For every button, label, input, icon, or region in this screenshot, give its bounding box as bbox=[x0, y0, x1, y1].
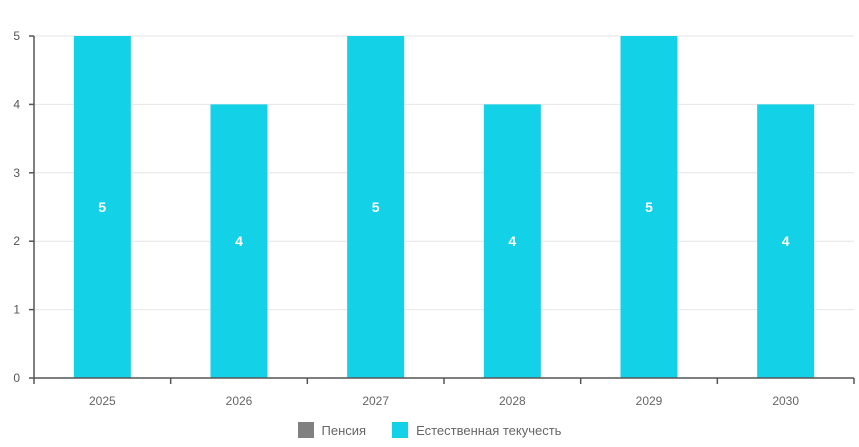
bar-natural-turnover-2029[interactable] bbox=[620, 36, 678, 378]
legend-item-natural-turnover[interactable]: Естественная текучесть bbox=[392, 422, 561, 438]
data-label-2029: 5 bbox=[645, 199, 653, 215]
legend-swatch-pension bbox=[297, 422, 314, 438]
legend: Пенсия Естественная текучесть bbox=[0, 418, 859, 442]
legend-label-pension: Пенсия bbox=[321, 422, 367, 438]
y-tick-label: 0 bbox=[13, 371, 20, 385]
bars bbox=[73, 36, 815, 379]
bar-natural-turnover-2028[interactable] bbox=[483, 104, 541, 379]
data-label-2028: 4 bbox=[508, 233, 516, 249]
bar-natural-turnover-2030[interactable] bbox=[757, 104, 815, 379]
x-tick-label-2025: 2025 bbox=[89, 394, 116, 408]
y-tick-label: 3 bbox=[13, 166, 20, 180]
bar-natural-turnover-2027[interactable] bbox=[347, 36, 405, 378]
data-label-2026: 4 bbox=[235, 233, 243, 249]
legend-item-pension[interactable]: Пенсия bbox=[297, 422, 367, 438]
bar-natural-turnover-2025[interactable] bbox=[73, 36, 131, 378]
grid-lines bbox=[34, 35, 854, 311]
x-tick-label-2028: 2028 bbox=[499, 394, 526, 408]
y-tick-label: 1 bbox=[13, 303, 20, 317]
axes: 0 1 2 3 4 5 2025 2026 2027 2028 2029 2030 bbox=[13, 29, 855, 408]
data-labels: 5 4 5 4 5 4 bbox=[98, 199, 789, 249]
data-label-2025: 5 bbox=[98, 199, 106, 215]
legend-label-natural-turnover: Естественная текучесть bbox=[416, 422, 562, 438]
data-label-2030: 4 bbox=[782, 233, 790, 249]
x-tick-label-2026: 2026 bbox=[226, 394, 253, 408]
y-tick-label: 2 bbox=[13, 234, 20, 248]
y-tick-label: 5 bbox=[13, 29, 20, 43]
x-tick-label-2027: 2027 bbox=[362, 394, 389, 408]
x-tick-label-2030: 2030 bbox=[772, 394, 799, 408]
legend-swatch-natural-turnover bbox=[392, 422, 409, 438]
y-tick-label: 4 bbox=[13, 97, 20, 111]
bar-natural-turnover-2026[interactable] bbox=[210, 104, 268, 379]
data-label-2027: 5 bbox=[372, 199, 380, 215]
x-tick-label-2029: 2029 bbox=[636, 394, 663, 408]
